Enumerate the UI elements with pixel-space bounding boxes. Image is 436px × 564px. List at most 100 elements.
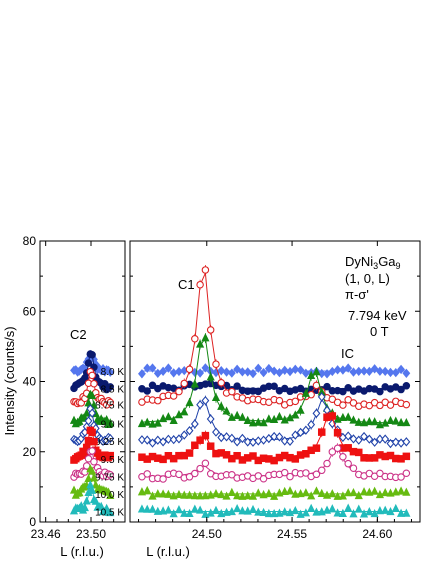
data-point-right [159,475,167,483]
data-point-right [291,505,300,515]
data-point-right [349,464,358,472]
data-point-right [291,397,300,406]
data-point-right [153,435,162,445]
data-point-right [344,396,352,404]
data-point-right [270,431,279,442]
data-point-right [264,414,273,423]
data-point-right [254,507,263,516]
data-point-right [206,326,215,334]
data-point-right [159,489,168,498]
data-point-right [328,489,337,498]
data-point-left [90,437,98,446]
data-point-right [286,436,294,447]
data-point-right [196,400,205,410]
data-point-right [328,448,337,456]
data-point-right [206,442,215,450]
data-point-right [333,491,342,500]
data-point-right [349,509,358,518]
data-point-left [88,485,97,494]
compound-part2: Ga [378,254,396,269]
data-point-right [370,437,379,447]
compound-label: DyNi3Ga9 [345,254,401,271]
data-point-right [402,382,411,390]
data-point-right [227,487,236,496]
fit-line-right-3 [141,336,407,424]
data-point-right [349,487,358,497]
data-point-right [164,434,173,444]
data-point-right [328,504,337,513]
data-point-right [174,410,184,419]
data-point-right [333,365,342,375]
data-point-right [196,339,205,348]
data-point-right [148,438,157,448]
data-point-right [370,364,379,374]
data-point-right [222,432,231,442]
data-point-right [365,416,374,426]
reflection-label: (1, 0, L) [345,271,390,286]
temperature-label: 9.0 K [101,420,125,431]
data-point-right [137,418,147,428]
data-point-left [82,496,91,505]
data-point-right [291,455,300,463]
data-point-right [169,491,178,500]
data-point-right [312,408,321,418]
data-point-right [259,490,268,499]
data-point-right [196,280,204,289]
data-point-right [211,392,221,402]
data-point-right [349,434,358,444]
data-point-right [296,365,305,375]
data-point-right [206,508,215,517]
x-tick-label-right: 24.55 [277,527,307,541]
temperature-label: 9.5 K [101,455,125,466]
data-point-right [333,508,342,517]
data-point-right [328,412,337,420]
data-point-right [169,392,178,400]
data-point-right [296,427,305,438]
data-point-right [396,417,406,427]
data-point-right [381,418,390,427]
compound-sub1: 3 [373,261,378,271]
data-point-right [301,488,310,497]
data-point-right [291,410,300,419]
data-point-right [370,508,379,518]
data-point-right [344,431,353,441]
data-point-right [391,416,400,425]
data-point-right [360,366,368,376]
data-point-right [323,369,331,379]
data-point-right [201,491,210,500]
data-point-right [360,431,368,442]
data-point-right [397,364,405,375]
data-point-right [402,400,411,409]
data-point-right [159,506,168,515]
data-point-right [196,505,205,514]
data-point-right [180,430,189,440]
data-point-right [180,379,188,388]
data-point-left [91,496,100,505]
data-point-right [201,363,210,373]
data-point-right [191,334,199,343]
data-point-right [301,425,310,435]
data-point-right [270,414,279,423]
data-point-right [344,488,353,497]
data-point-left [84,454,93,463]
data-point-right [206,414,215,424]
data-point-right [185,508,194,518]
data-point-right [370,486,379,495]
data-point-right [339,387,347,396]
data-point-right [338,412,347,422]
data-point-right [212,427,220,437]
data-point-right [291,430,300,440]
data-point-right [270,382,278,391]
data-point-right [312,486,321,495]
data-point-right [233,451,241,460]
data-point-left [106,383,115,391]
data-point-right [175,387,183,396]
data-point-right [211,489,221,498]
data-point-right [396,508,406,517]
data-point-right [174,489,184,499]
data-point-right [280,436,289,446]
data-point-right [286,472,294,481]
data-point-right [190,491,199,500]
data-point-right [317,392,326,402]
